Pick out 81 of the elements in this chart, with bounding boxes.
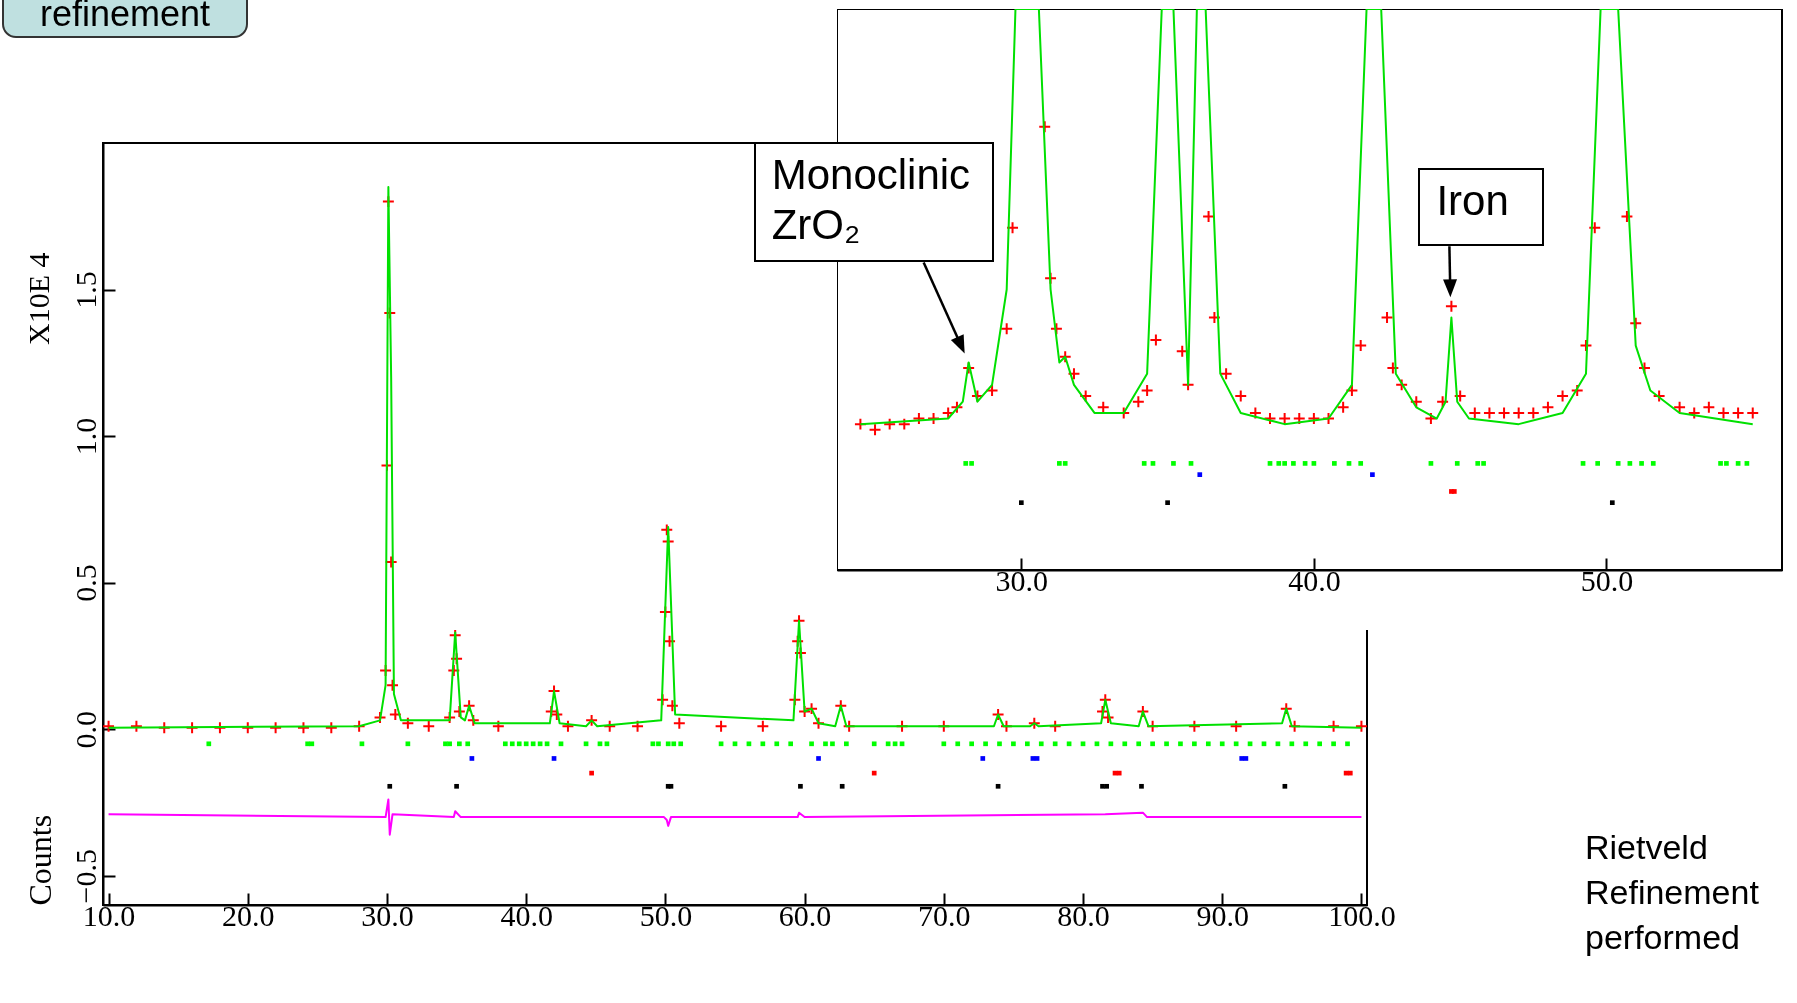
x-tick-label: 90.0 bbox=[1196, 898, 1249, 932]
point bbox=[1475, 461, 1481, 466]
point bbox=[1282, 783, 1288, 789]
point bbox=[469, 756, 475, 761]
text: X10E 4 bbox=[22, 252, 56, 345]
point bbox=[816, 756, 821, 761]
x-tick-label: 70.0 bbox=[918, 898, 971, 932]
y-tick-label: −0.5 bbox=[68, 848, 102, 904]
point bbox=[1347, 770, 1353, 776]
point bbox=[1171, 461, 1176, 466]
x-tick-label: 30.0 bbox=[361, 898, 414, 932]
point bbox=[551, 756, 557, 761]
point bbox=[589, 770, 594, 776]
x-tick-label: 40.0 bbox=[500, 898, 553, 932]
point bbox=[1139, 783, 1144, 789]
point bbox=[1104, 783, 1110, 789]
point bbox=[1116, 770, 1122, 776]
point bbox=[1650, 461, 1656, 466]
point bbox=[1481, 461, 1486, 466]
point bbox=[995, 783, 1001, 789]
point bbox=[1302, 461, 1308, 466]
y-tick-label: 1.0 bbox=[68, 417, 102, 456]
x-tick-label: 100.0 bbox=[1328, 898, 1396, 932]
point bbox=[1609, 500, 1615, 506]
x-tick-label: 60.0 bbox=[778, 898, 832, 932]
point bbox=[1615, 461, 1621, 466]
point bbox=[980, 756, 986, 761]
point bbox=[871, 770, 877, 776]
x-tick-label: 80.0 bbox=[1057, 898, 1110, 932]
point bbox=[1030, 756, 1036, 761]
point bbox=[1243, 756, 1249, 761]
point bbox=[963, 461, 969, 466]
point bbox=[1267, 461, 1273, 466]
point bbox=[1370, 472, 1375, 477]
text: refinement bbox=[2, 0, 249, 38]
point bbox=[1188, 461, 1194, 466]
point bbox=[1282, 461, 1287, 466]
y-tick-label: 0.0 bbox=[68, 710, 102, 749]
point bbox=[1346, 461, 1352, 466]
point bbox=[1428, 461, 1434, 466]
point bbox=[454, 783, 459, 789]
point bbox=[1034, 756, 1040, 761]
point bbox=[1358, 461, 1364, 466]
point bbox=[1018, 500, 1024, 506]
point bbox=[839, 783, 845, 789]
point bbox=[1062, 461, 1068, 466]
point bbox=[1239, 756, 1245, 761]
point bbox=[1100, 783, 1105, 789]
point bbox=[387, 783, 393, 789]
point bbox=[1150, 461, 1156, 466]
callout-box: Monoclinic ZrO₂ bbox=[753, 142, 994, 263]
point bbox=[1639, 461, 1644, 466]
point bbox=[1718, 461, 1723, 466]
point bbox=[1165, 500, 1170, 506]
x-tick-label: 40.0 bbox=[1288, 563, 1341, 597]
point bbox=[1580, 461, 1586, 466]
point bbox=[1197, 472, 1203, 477]
x-tick-label: 30.0 bbox=[995, 563, 1049, 597]
line-series bbox=[107, 798, 1363, 836]
x-tick-label: 50.0 bbox=[1580, 563, 1634, 597]
point bbox=[1311, 461, 1317, 466]
text: Rietveld Refinement performed bbox=[1585, 827, 1760, 958]
point bbox=[1454, 461, 1460, 466]
point bbox=[1276, 461, 1282, 466]
point bbox=[1735, 461, 1741, 466]
y-tick-label: 0.5 bbox=[68, 564, 102, 602]
point bbox=[1627, 461, 1633, 466]
point bbox=[1057, 461, 1062, 466]
point bbox=[1595, 461, 1601, 466]
point bbox=[798, 783, 803, 789]
point bbox=[1291, 461, 1296, 466]
point bbox=[1724, 461, 1729, 466]
x-tick-label: 20.0 bbox=[222, 898, 275, 932]
point bbox=[1332, 461, 1337, 466]
point bbox=[1141, 461, 1147, 466]
y-axis-title: Counts bbox=[21, 814, 58, 906]
point bbox=[969, 461, 974, 466]
callout-box: Iron bbox=[1418, 168, 1545, 247]
y-tick-label: 1.5 bbox=[68, 271, 102, 309]
x-tick-label: 50.0 bbox=[639, 898, 693, 932]
point bbox=[1744, 461, 1750, 466]
